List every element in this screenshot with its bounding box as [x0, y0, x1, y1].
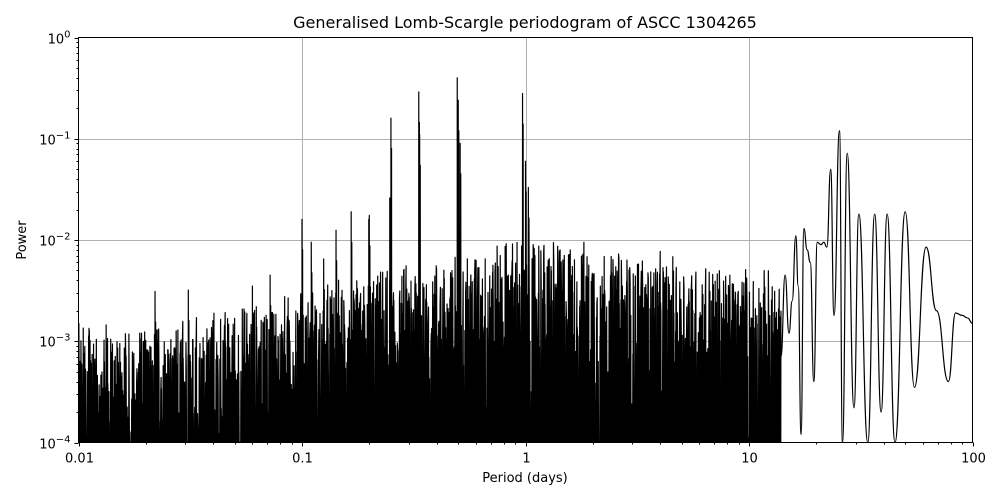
- y-axis-label: Power: [15, 220, 30, 260]
- x-tick-label: 1: [522, 452, 530, 467]
- x-tick-label: 10: [741, 452, 758, 467]
- y-tick-label: 100: [48, 30, 71, 48]
- y-tick-label: 10−1: [39, 131, 70, 149]
- y-tick-label: 10−2: [39, 232, 70, 250]
- power-curve: [78, 77, 973, 443]
- y-tick-label: 10−3: [39, 333, 70, 351]
- y-tick-label: 10−4: [39, 435, 70, 453]
- power-series-line: [78, 77, 973, 443]
- x-tick-label: 0.1: [292, 452, 313, 467]
- x-tick-label: 100: [961, 452, 986, 467]
- axis-ticks: 0.01 0.1 1 10 100 10−4 10−3 10−2 10−1 100: [39, 30, 986, 467]
- x-tick-label: 0.01: [65, 452, 94, 467]
- chart-title: Generalised Lomb-Scargle periodogram of …: [293, 13, 757, 32]
- x-axis-label: Period (days): [482, 471, 568, 486]
